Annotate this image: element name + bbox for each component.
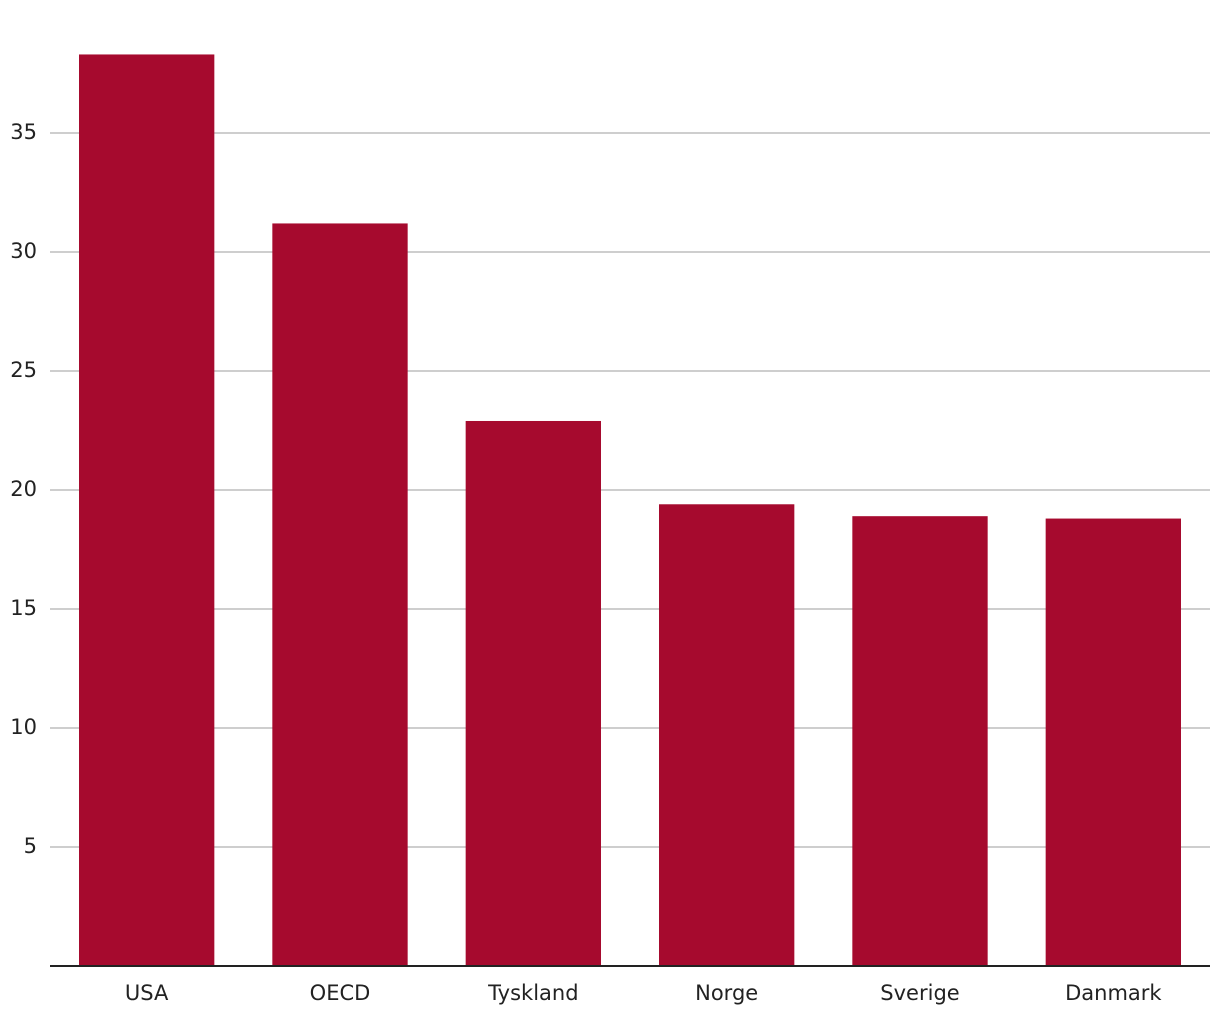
y-tick-label: 30 (10, 239, 37, 263)
x-tick-label: Danmark (1065, 981, 1162, 1005)
y-tick-label: 10 (10, 715, 37, 739)
bar (852, 516, 988, 966)
y-tick-label: 25 (10, 358, 37, 382)
y-tick-label: 20 (10, 477, 37, 501)
bar (1045, 518, 1181, 966)
bar (465, 420, 601, 967)
bar (272, 223, 408, 966)
x-tick-label: Sverige (880, 981, 959, 1005)
x-tick-label: Norge (695, 981, 758, 1005)
x-tick-label: USA (125, 981, 169, 1005)
y-tick-label: 5 (24, 834, 37, 858)
x-tick-label: OECD (310, 981, 371, 1005)
bar (659, 504, 795, 966)
x-tick-label: Tyskland (487, 981, 578, 1005)
y-tick-label: 35 (10, 120, 37, 144)
y-tick-label: 15 (10, 596, 37, 620)
bar (79, 54, 215, 966)
